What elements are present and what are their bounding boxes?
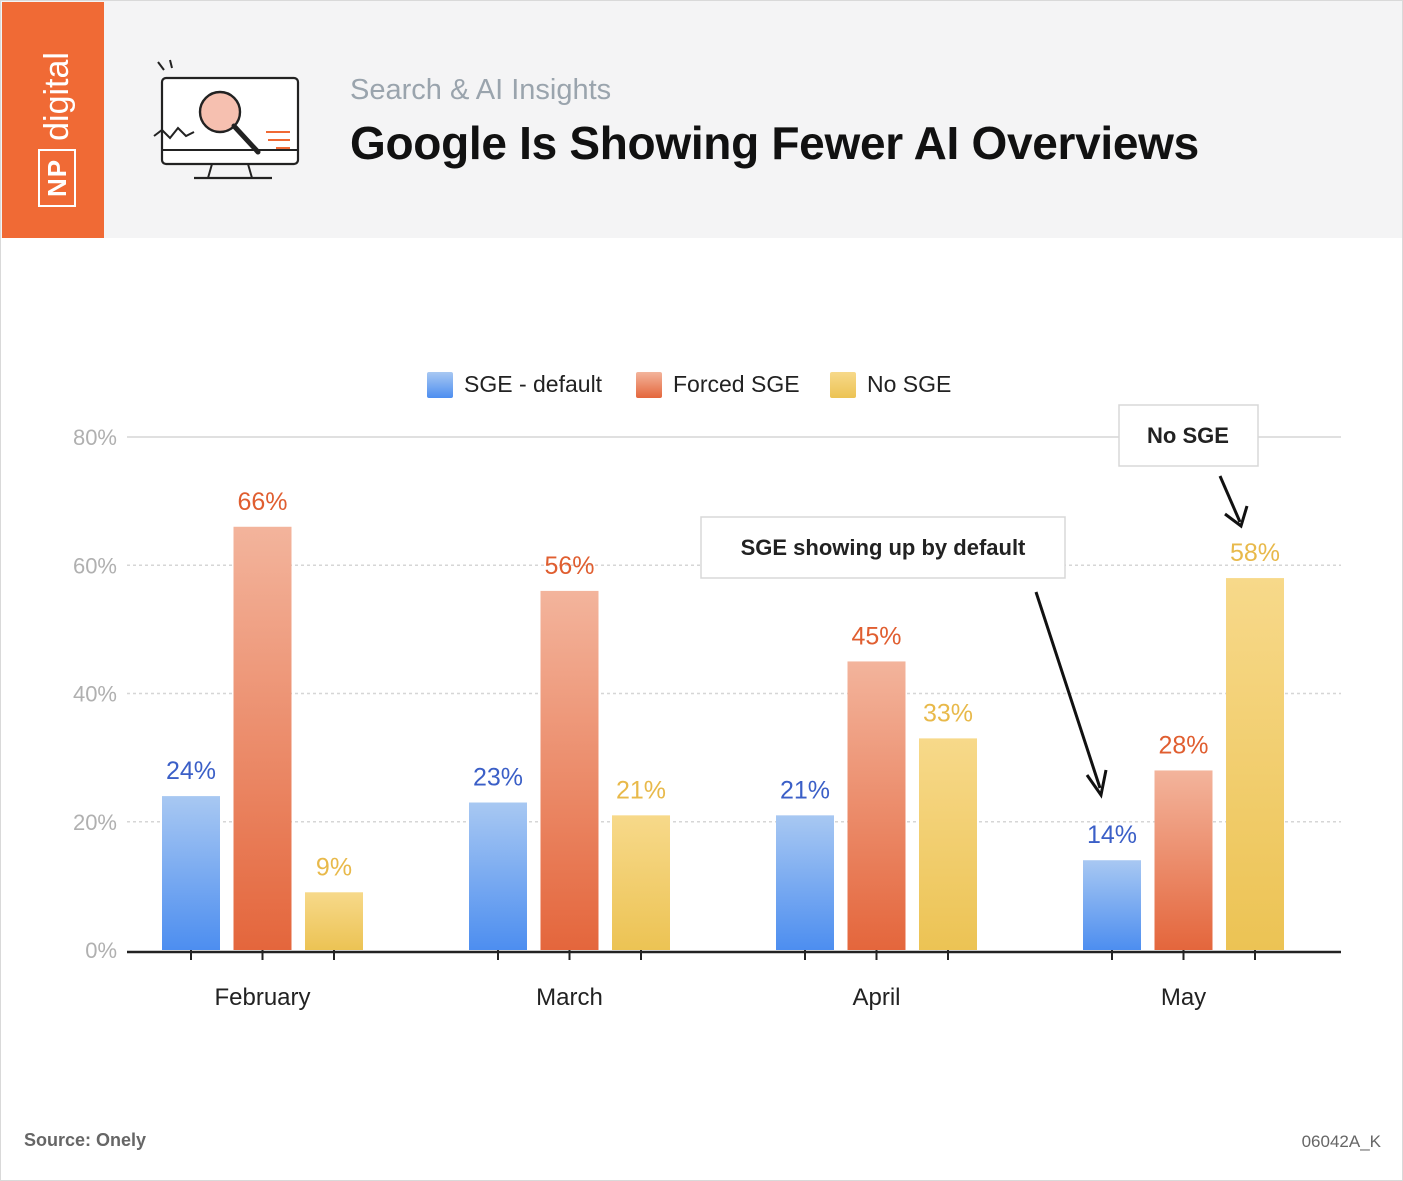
bar-value-label: 21% — [780, 776, 830, 804]
y-tick-label: 0% — [85, 938, 117, 963]
bar — [847, 661, 906, 950]
bar-value-label: 9% — [316, 853, 352, 881]
y-tick-label: 20% — [73, 810, 117, 835]
x-axis-category-labels: February March April May — [214, 984, 1206, 1011]
annotation-box — [700, 516, 1066, 579]
legend-swatch — [636, 372, 662, 398]
bar-value-label: 33% — [923, 699, 973, 727]
np-digital-logo: NP digital — [2, 2, 104, 238]
bar-value-label: 23% — [473, 764, 523, 792]
annotation-box — [1118, 404, 1259, 467]
y-tick-label: 40% — [73, 682, 117, 707]
legend-swatch — [830, 372, 856, 398]
bar-value-label: 56% — [544, 552, 594, 580]
header-subtitle: Search & AI Insights — [350, 74, 612, 106]
bar — [469, 802, 527, 950]
bar — [1154, 770, 1213, 950]
bar-value-label: 28% — [1158, 731, 1208, 759]
x-axis — [127, 950, 1341, 960]
y-tick-label: 80% — [73, 425, 117, 450]
bar — [612, 815, 670, 950]
chart-title: Google Is Showing Fewer AI Overviews — [350, 117, 1199, 169]
annotation-arrowhead — [1085, 769, 1108, 799]
bar — [919, 738, 977, 950]
y-axis-tick-labels: 0% 20% 40% 60% 80% — [73, 425, 117, 963]
annotation-arrow — [1218, 475, 1242, 523]
bar — [540, 590, 599, 950]
bar-value-label: 58% — [1230, 539, 1280, 567]
annotation-arrowhead — [1224, 505, 1249, 529]
x-category-label: April — [852, 984, 900, 1011]
x-category-label: March — [536, 984, 603, 1011]
chart-legend: SGE - default Forced SGE No SGE — [427, 371, 951, 398]
annotation-label: No SGE — [1147, 423, 1229, 448]
bar — [1083, 860, 1141, 950]
monitor-search-icon — [153, 59, 300, 180]
legend-label: Forced SGE — [673, 371, 800, 397]
legend-swatch — [427, 372, 453, 398]
bar-value-labels: 24% 66% 9% 23% 56% 21% 21% 45% 33% 14% 28% 58% — [166, 488, 1280, 882]
image-code: 06042A_K — [1301, 1132, 1381, 1151]
bar — [1226, 578, 1284, 950]
y-tick-label: 60% — [73, 553, 117, 578]
bars-group — [162, 526, 1284, 950]
bar-value-label: 21% — [616, 776, 666, 804]
legend-label: No SGE — [867, 371, 951, 397]
bar — [233, 526, 292, 950]
bar — [776, 815, 834, 950]
bar-value-label: 66% — [237, 488, 287, 516]
bar — [162, 796, 220, 950]
gridlines — [127, 436, 1341, 823]
legend-label: SGE - default — [464, 371, 603, 397]
annotation-arrow — [1034, 591, 1102, 789]
x-category-label: February — [214, 984, 310, 1011]
source-note: Source: Onely — [24, 1130, 147, 1150]
bar-value-label: 14% — [1087, 821, 1137, 849]
annotations: SGE showing up by default No SGE — [700, 404, 1259, 799]
bar-value-label: 45% — [851, 622, 901, 650]
bar — [305, 892, 363, 950]
bar-value-label: 24% — [166, 757, 216, 785]
annotation-label: SGE showing up by default — [741, 535, 1026, 560]
x-category-label: May — [1161, 984, 1206, 1011]
